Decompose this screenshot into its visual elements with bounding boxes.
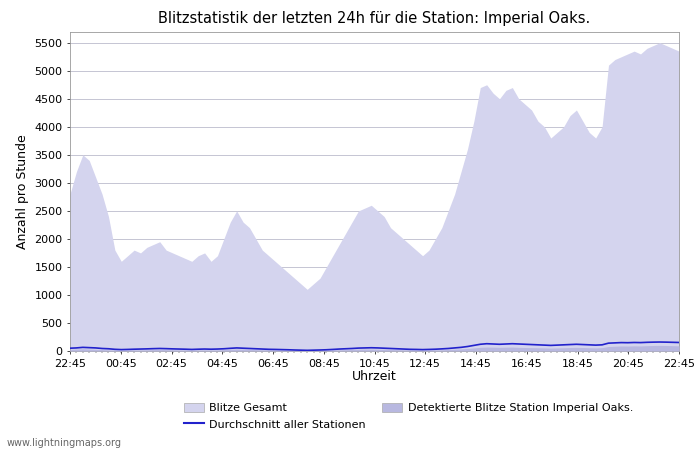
Y-axis label: Anzahl pro Stunde: Anzahl pro Stunde <box>15 134 29 248</box>
Text: www.lightningmaps.org: www.lightningmaps.org <box>7 438 122 448</box>
Title: Blitzstatistik der letzten 24h für die Station: Imperial Oaks.: Blitzstatistik der letzten 24h für die S… <box>158 11 591 26</box>
Legend: Blitze Gesamt, Durchschnitt aller Stationen, Detektierte Blitze Station Imperial: Blitze Gesamt, Durchschnitt aller Statio… <box>179 398 638 434</box>
X-axis label: Uhrzeit: Uhrzeit <box>352 370 397 383</box>
